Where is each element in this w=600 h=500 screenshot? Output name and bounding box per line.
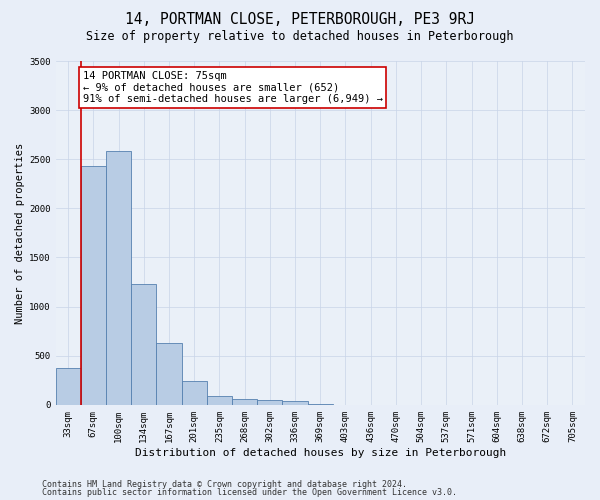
Text: Size of property relative to detached houses in Peterborough: Size of property relative to detached ho… xyxy=(86,30,514,43)
Text: Contains public sector information licensed under the Open Government Licence v3: Contains public sector information licen… xyxy=(42,488,457,497)
X-axis label: Distribution of detached houses by size in Peterborough: Distribution of detached houses by size … xyxy=(134,448,506,458)
Bar xyxy=(106,152,131,405)
Bar xyxy=(81,166,106,405)
Text: 14, PORTMAN CLOSE, PETERBOROUGH, PE3 9RJ: 14, PORTMAN CLOSE, PETERBOROUGH, PE3 9RJ xyxy=(125,12,475,28)
Bar xyxy=(283,401,308,405)
Bar xyxy=(257,400,283,405)
Bar xyxy=(157,343,182,405)
Bar xyxy=(131,284,157,405)
Text: Contains HM Land Registry data © Crown copyright and database right 2024.: Contains HM Land Registry data © Crown c… xyxy=(42,480,407,489)
Bar xyxy=(182,382,207,405)
Bar xyxy=(207,396,232,405)
Y-axis label: Number of detached properties: Number of detached properties xyxy=(15,142,25,324)
Text: 14 PORTMAN CLOSE: 75sqm
← 9% of detached houses are smaller (652)
91% of semi-de: 14 PORTMAN CLOSE: 75sqm ← 9% of detached… xyxy=(83,71,383,104)
Bar xyxy=(232,399,257,405)
Bar xyxy=(56,368,81,405)
